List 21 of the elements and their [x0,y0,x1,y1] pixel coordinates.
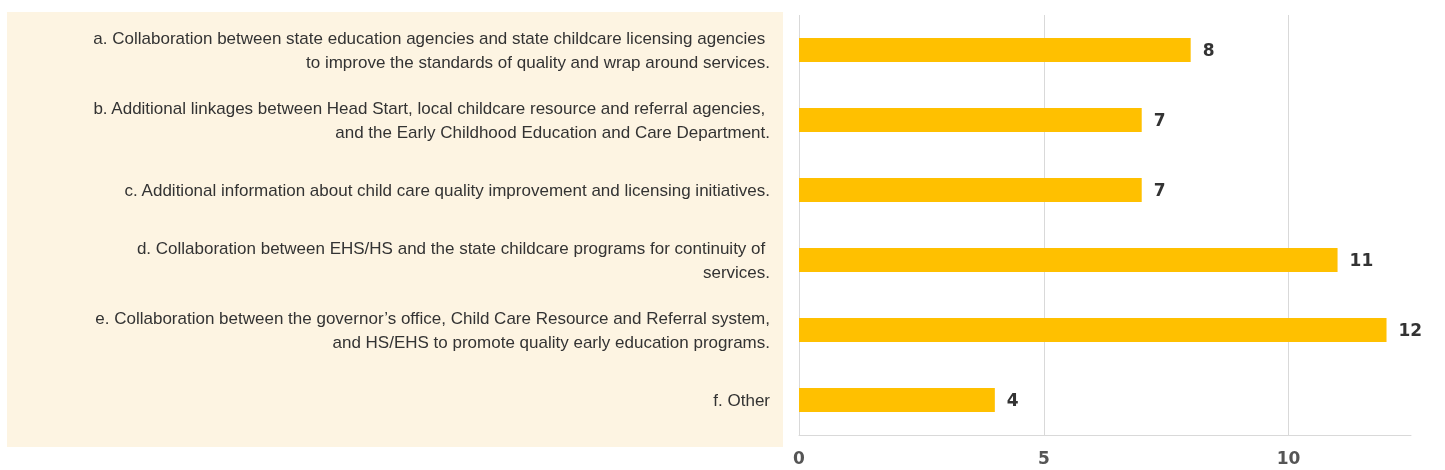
bar [799,38,1191,62]
data-label: 8 [1202,40,1215,60]
data-label: 12 [1398,320,1423,340]
y-tick-label: b. Additional linkages between Head Start, local childcare resource and referral agencies, and the Early Childhood Education and Care Department. [93,98,770,142]
data-label: 4 [1006,390,1019,410]
y-tick-label: f. Other [713,390,771,410]
bar [799,318,1387,342]
x-tick-label: 0 [793,447,806,468]
y-tick-label: c. Additional information about child care quality improvement and licensing initiatives. [124,180,770,200]
data-label: 7 [1153,180,1166,200]
data-label: 11 [1349,250,1374,270]
bar [799,178,1142,202]
bar [799,388,995,412]
y-tick-label: d. Collaboration between EHS/HS and the state childcare programs for continuity of services. [136,238,770,282]
x-tick-label: 5 [1037,447,1050,468]
bar [799,108,1142,132]
data-label: 7 [1153,110,1166,130]
x-tick-label: 10 [1276,447,1301,468]
y-tick-label: e. Collaboration between the governor’s office, Child Care Resource and Referral system, and HS/EHS to promote quality early education programs. [95,308,770,352]
y-tick-label: a. Collaboration between state education agencies and state childcare licensing agencies to improve the standards of quality and wrap around services. [93,28,770,72]
bar [799,248,1338,272]
